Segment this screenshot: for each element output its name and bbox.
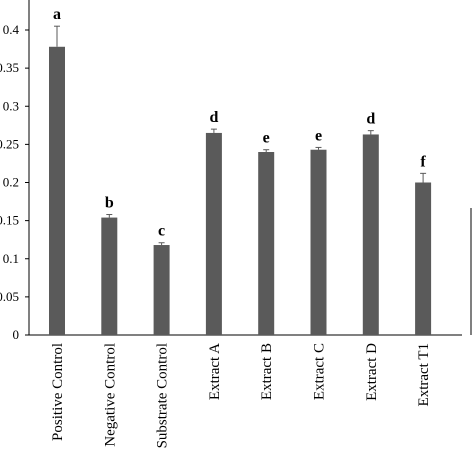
y-tick-label: 0.3 [3, 98, 19, 113]
chart-axes [28, 0, 462, 336]
bar [101, 217, 118, 335]
bar [49, 46, 65, 336]
significance-letter: d [366, 111, 375, 128]
significance-letter: f [420, 153, 426, 170]
category-label: Extract A [207, 343, 223, 400]
bar [415, 182, 432, 335]
category-label: Positive Control [50, 343, 66, 441]
category-label: Negative Control [102, 343, 118, 447]
y-tick-label: 0.35 [0, 60, 19, 75]
y-tick-label: 0.15 [0, 213, 19, 228]
bar [205, 132, 222, 335]
significance-letter: e [315, 127, 322, 144]
category-label: Substrate Control [155, 343, 171, 448]
significance-letter: d [209, 109, 218, 126]
y-tick-label: 0.05 [0, 289, 19, 304]
significance-letter: a [53, 6, 61, 23]
significance-letter: b [105, 195, 114, 212]
category-label: Extract B [259, 343, 275, 400]
significance-letter: c [158, 223, 165, 240]
bar [310, 149, 327, 335]
significance-letter: e [263, 130, 270, 147]
bar [258, 152, 275, 335]
y-tick-label: 0 [13, 327, 20, 342]
y-tick-label: 0.4 [3, 22, 20, 37]
y-axis-ticks: 0 0.05 0.1 0.15 0.2 0.25 0.3 0.35 0.4 [0, 22, 29, 342]
y-tick-label: 0.1 [3, 251, 19, 266]
y-tick-label: 0.2 [3, 175, 19, 190]
category-label: Extract D [364, 343, 380, 401]
bar [153, 245, 170, 335]
error-bars [54, 25, 427, 246]
bar [362, 134, 379, 335]
y-tick-label: 0.25 [0, 136, 19, 151]
significance-letters: a b c d e e d f [53, 6, 426, 240]
category-label: Extract C [312, 343, 328, 400]
bar-series [49, 46, 432, 336]
category-label: Extract T1 [416, 343, 432, 406]
category-labels: Positive Control Negative Control Substrat… [50, 343, 432, 449]
